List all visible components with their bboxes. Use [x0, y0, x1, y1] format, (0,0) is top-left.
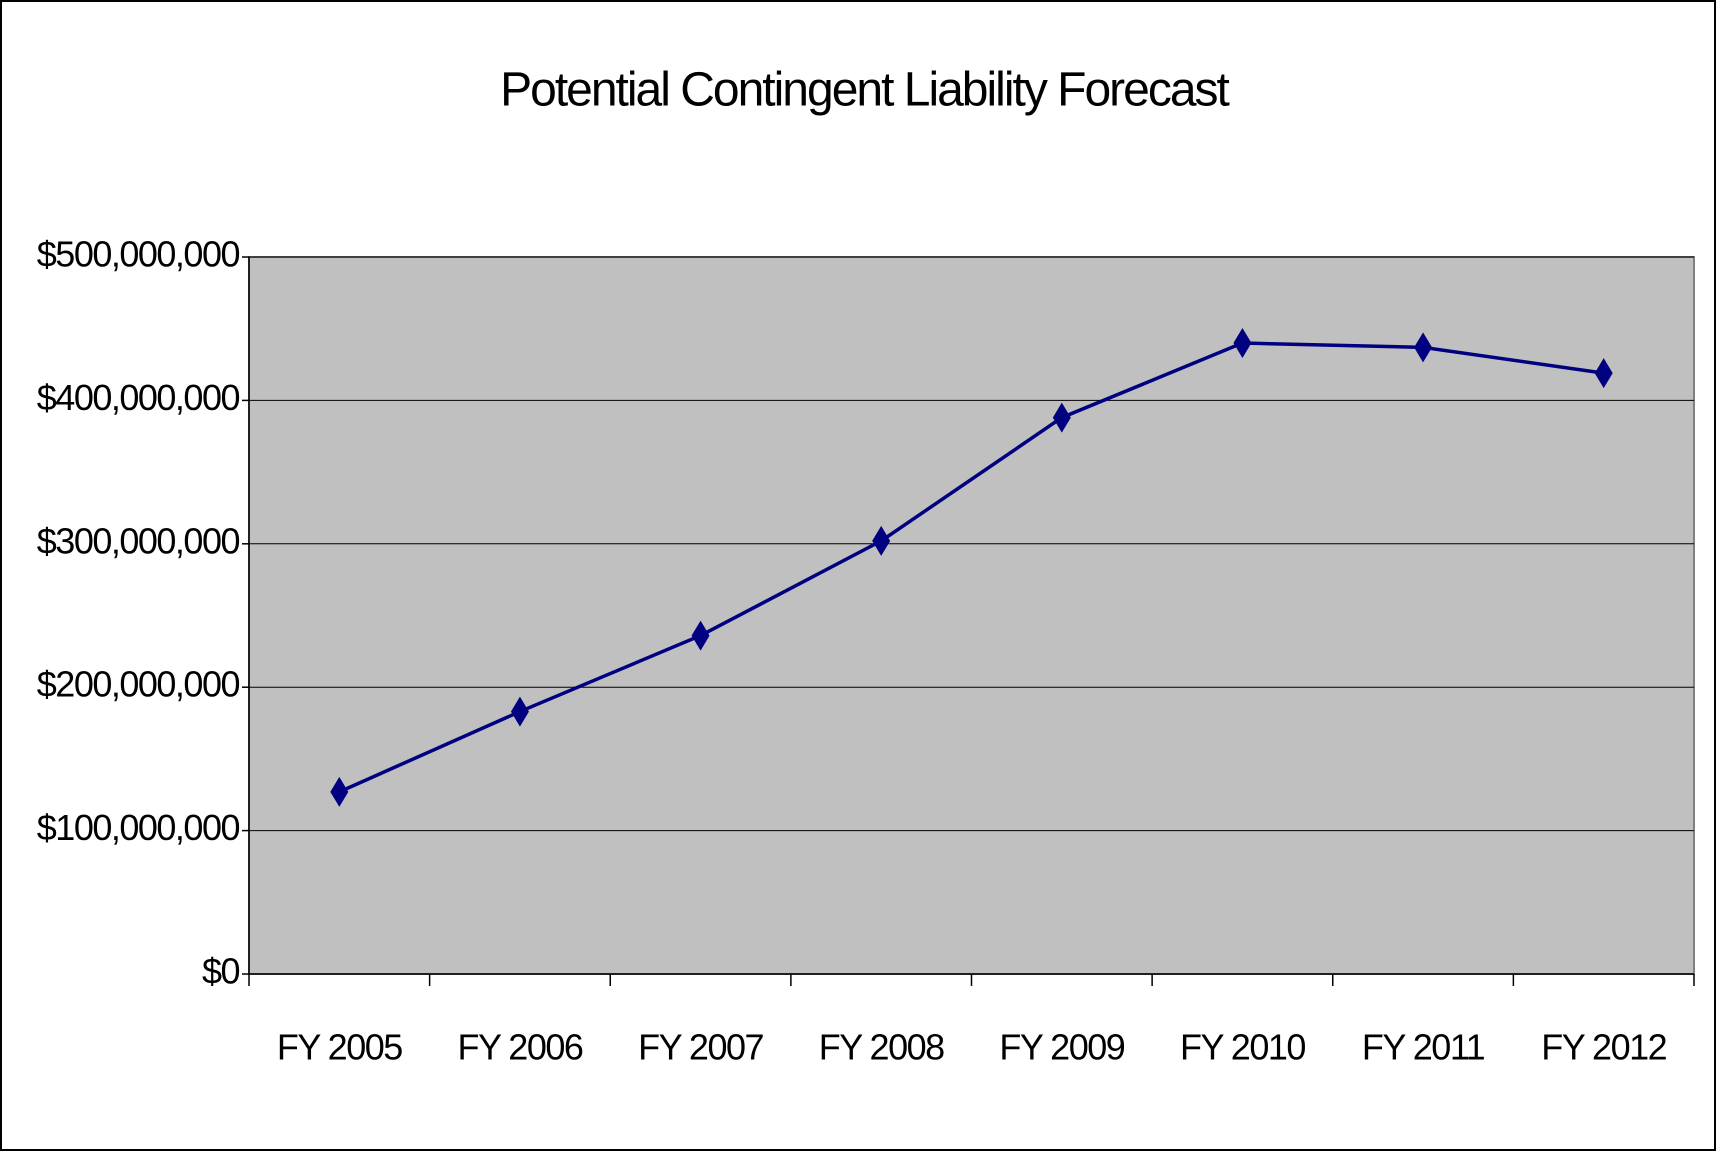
marker — [872, 525, 891, 556]
line — [338, 341, 1604, 794]
y-tick-label: $100,000,000 — [37, 807, 240, 848]
marker — [1233, 328, 1252, 359]
y-tick-label: $200,000,000 — [37, 664, 240, 705]
marker — [510, 696, 529, 727]
marker — [330, 776, 349, 807]
x-tick-label: FY 2010 — [1180, 1027, 1305, 1068]
x-tick-label: FY 2012 — [1541, 1027, 1666, 1068]
y-tick-label: $500,000,000 — [37, 234, 240, 275]
x-tick-label: FY 2005 — [277, 1027, 402, 1068]
x-tick-label: FY 2009 — [999, 1027, 1124, 1068]
chart-title: Potential Contingent Liability Forecast — [500, 64, 1229, 117]
marker — [1594, 358, 1613, 389]
marker — [691, 620, 710, 651]
x-tick-label: FY 2008 — [819, 1027, 944, 1068]
x-tick-label: FY 2006 — [457, 1027, 582, 1068]
x-tick-label: FY 2007 — [638, 1027, 763, 1068]
marker — [1414, 332, 1433, 363]
y-tick-label: $0 — [202, 951, 240, 992]
marker — [1052, 402, 1071, 433]
x-tick-label: FY 2011 — [1362, 1027, 1485, 1068]
y-tick-label: $400,000,000 — [37, 377, 240, 418]
y-tick-label: $300,000,000 — [37, 520, 240, 561]
plot-area — [248, 256, 1695, 975]
